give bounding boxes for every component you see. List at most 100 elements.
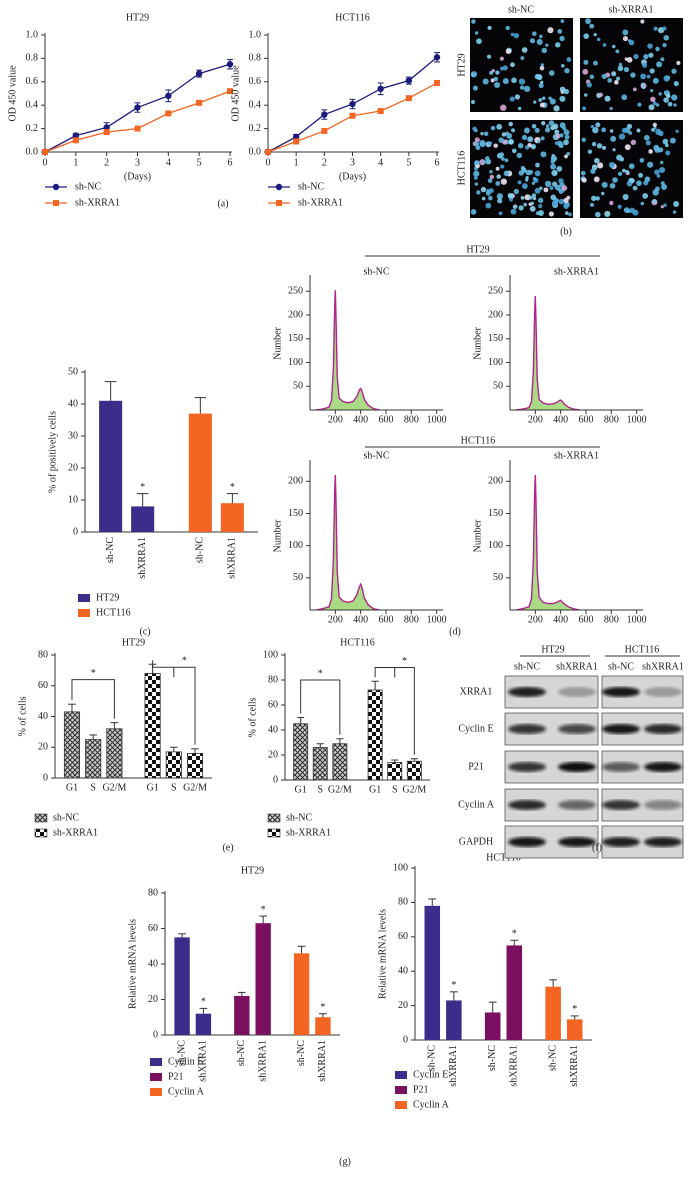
x-tick-label: G1 <box>369 784 381 795</box>
x-tick-label: 5 <box>197 157 202 168</box>
cell-nucleus <box>595 196 600 201</box>
cell-nucleus <box>565 211 569 215</box>
significance-mark: * <box>201 997 206 1008</box>
cell-nucleus <box>630 178 635 183</box>
cell-nucleus <box>534 187 541 194</box>
y-axis-label: Number <box>272 519 283 552</box>
cell-nucleus <box>559 122 566 129</box>
blot-band <box>558 762 596 772</box>
cell-nucleus <box>504 158 509 163</box>
x-tick-label: 200 <box>528 414 543 425</box>
bar <box>387 762 403 781</box>
y-tick-label: 1.0 <box>249 29 262 40</box>
cell-nucleus <box>482 78 489 85</box>
bar <box>220 503 244 532</box>
legend-swatch <box>34 813 48 823</box>
y-tick-label: 60 <box>398 931 408 942</box>
bar <box>446 1000 462 1040</box>
cell-nucleus <box>652 199 657 204</box>
bar <box>424 905 441 1040</box>
marker <box>72 132 80 139</box>
cell-nucleus <box>633 54 639 60</box>
cell-nucleus <box>564 134 570 140</box>
legend-label: sh-XRRA1 <box>298 197 343 208</box>
cell-nucleus <box>549 185 554 190</box>
cell-nucleus <box>630 72 636 78</box>
column-label: sh-XRRA1 <box>608 4 653 15</box>
y-tick-label: 0.2 <box>26 123 39 134</box>
cell-nucleus <box>675 129 679 133</box>
y-tick-label: 60 <box>38 680 48 691</box>
cell-nucleus <box>653 26 658 31</box>
x-tick-label: shXRRA1 <box>257 1040 268 1082</box>
x-tick-label: 400 <box>553 614 568 625</box>
cell-nucleus <box>652 77 659 84</box>
bar <box>312 747 328 781</box>
cell-nucleus <box>488 195 493 201</box>
panel-label: (a) <box>217 198 228 209</box>
cell-nucleus <box>505 48 512 54</box>
cell-nucleus <box>548 96 552 101</box>
significance-mark: * <box>320 1002 325 1013</box>
cell-nucleus <box>539 186 543 190</box>
cell-nucleus <box>665 150 671 156</box>
x-tick-label: sh-NC <box>427 1045 438 1071</box>
blot-band <box>602 837 640 847</box>
group-title: HT29 <box>541 644 564 655</box>
bar <box>174 937 190 1035</box>
marker <box>433 54 441 61</box>
cell-nucleus <box>614 80 619 85</box>
cell-nucleus <box>479 140 486 147</box>
cell-nucleus <box>499 152 505 158</box>
bar <box>484 1012 501 1040</box>
bar <box>99 400 123 532</box>
cell-nucleus <box>529 38 536 44</box>
cell-nucleus <box>495 166 500 171</box>
cell-nucleus <box>660 57 665 62</box>
cell-nucleus <box>596 143 603 149</box>
bar <box>85 739 102 779</box>
chart-title: sh-XRRA1 <box>554 450 599 461</box>
bar <box>144 673 161 779</box>
significance-bracket <box>374 667 415 755</box>
legend-label: sh-XRRA1 <box>286 827 331 838</box>
significance-bracket <box>152 660 196 745</box>
cell-nucleus <box>653 126 657 130</box>
cell-nucleus <box>517 180 522 185</box>
marker <box>165 110 172 117</box>
chart-title: HT29 <box>241 865 264 876</box>
cell-nucleus <box>551 156 556 161</box>
cell-nucleus <box>660 160 664 165</box>
x-tick-label: shXRRA1 <box>198 1040 209 1082</box>
cell-nucleus <box>563 88 570 95</box>
blot-band <box>558 687 596 697</box>
cell-nucleus <box>632 185 638 191</box>
marker <box>293 138 300 145</box>
cell-nucleus <box>663 75 670 82</box>
blot-band <box>602 687 640 697</box>
cell-nucleus <box>622 29 629 36</box>
cell-nucleus <box>628 131 633 135</box>
x-tick-label: G2/M <box>402 784 426 795</box>
y-axis-label: Relative mRNA levels <box>127 919 138 1009</box>
cell-nucleus <box>660 181 665 186</box>
cell-nucleus <box>509 197 514 202</box>
x-tick-label: G2/M <box>328 784 352 795</box>
cell-nucleus <box>508 121 513 127</box>
cell-nucleus <box>648 149 653 154</box>
cell-nucleus <box>552 123 559 130</box>
cell-nucleus <box>639 157 645 163</box>
blot-band <box>508 687 546 697</box>
chart-title: HCT116 <box>335 12 370 23</box>
cell-nucleus <box>587 149 593 154</box>
cell-nucleus <box>544 180 552 187</box>
cell-nucleus <box>642 62 648 68</box>
cell-nucleus <box>568 212 572 217</box>
cell-nucleus <box>650 96 656 102</box>
marker <box>195 70 203 77</box>
cell-nucleus <box>531 123 537 129</box>
legend-label: sh-XRRA1 <box>53 827 98 838</box>
cell-nucleus <box>553 105 560 112</box>
legend-swatch <box>78 594 90 602</box>
